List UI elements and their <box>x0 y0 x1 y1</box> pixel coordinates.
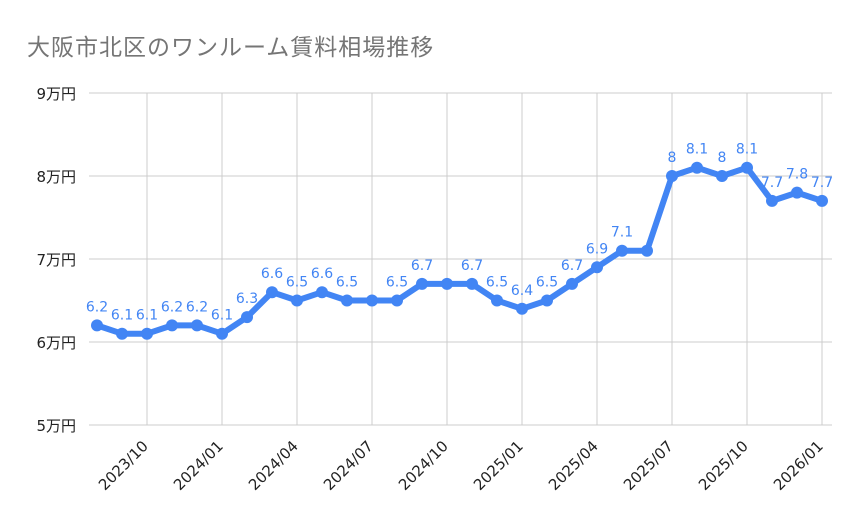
data-label: 6.2 <box>161 299 183 315</box>
data-point <box>791 186 803 199</box>
data-point <box>166 319 178 332</box>
data-point <box>191 319 203 332</box>
data-point <box>766 194 778 207</box>
data-point <box>691 161 703 174</box>
data-point <box>416 277 428 290</box>
data-label: 8.1 <box>686 142 708 158</box>
data-point <box>291 294 303 307</box>
x-tick-label: 2026/01 <box>770 437 827 494</box>
data-label: 6.2 <box>186 299 208 315</box>
x-tick-label: 2023/10 <box>95 437 152 494</box>
data-label: 8.1 <box>736 142 758 158</box>
data-label: 6.7 <box>561 258 583 274</box>
data-label: 6.1 <box>111 308 133 324</box>
data-label: 6.5 <box>286 275 308 291</box>
data-point <box>591 261 603 274</box>
y-tick-label: 5万円 <box>36 417 76 435</box>
data-label: 6.6 <box>261 266 283 282</box>
data-label: 6.5 <box>336 275 358 291</box>
data-point <box>91 319 103 332</box>
data-point <box>666 170 678 182</box>
data-point <box>816 194 828 207</box>
data-label: 6.7 <box>461 258 483 274</box>
data-label: 8 <box>668 150 677 166</box>
data-label: 7.7 <box>811 175 833 191</box>
data-point <box>316 286 328 299</box>
data-point <box>391 294 403 307</box>
x-tick-label: 2025/10 <box>695 437 752 494</box>
chart-title: 大阪市北区のワンルーム賃料相場推移 <box>27 35 435 61</box>
data-label: 6.6 <box>311 266 333 282</box>
data-label: 6.5 <box>386 275 408 291</box>
x-tick-label: 2024/07 <box>320 437 377 494</box>
data-point <box>341 294 353 307</box>
data-point <box>741 161 753 174</box>
data-point <box>466 277 478 290</box>
data-label: 6.1 <box>136 308 158 324</box>
x-tick-label: 2025/07 <box>620 437 677 494</box>
data-label: 6.9 <box>586 241 608 257</box>
data-label: 6.5 <box>536 275 558 291</box>
series-line <box>91 161 828 340</box>
data-point <box>116 327 128 340</box>
data-label: 6.7 <box>411 258 433 274</box>
data-point <box>641 244 653 257</box>
x-tick-label: 2024/01 <box>170 437 227 494</box>
x-tick-label: 2025/04 <box>545 437 602 494</box>
data-point <box>216 327 228 340</box>
y-axis: 5万円 6万円 7万円 8万円 9万円 <box>36 85 76 435</box>
data-label: 8 <box>718 150 727 166</box>
data-label: 6.1 <box>211 308 233 324</box>
y-tick-label: 7万円 <box>36 251 76 269</box>
data-point <box>141 327 153 340</box>
data-label: 7.7 <box>761 175 783 191</box>
data-point <box>491 294 503 307</box>
x-tick-label: 2024/10 <box>395 437 452 494</box>
y-tick-label: 6万円 <box>36 334 76 352</box>
data-label: 6.5 <box>486 275 508 291</box>
data-point <box>441 277 453 290</box>
x-tick-label: 2025/01 <box>470 437 527 494</box>
data-label: 6.4 <box>511 283 533 299</box>
data-point <box>366 294 378 307</box>
data-point <box>266 286 278 299</box>
data-point <box>566 277 578 290</box>
x-axis: 2023/10 2024/01 2024/04 2024/07 2024/10 2025/… <box>95 437 827 494</box>
data-point <box>541 294 553 307</box>
data-label: 6.2 <box>86 299 108 315</box>
data-labels: 6.26.1 6.16.2 6.26.16.36.66.56.66.5 6.56.7 6… <box>86 142 833 324</box>
data-point <box>616 244 628 257</box>
data-point <box>716 170 728 182</box>
data-label: 6.3 <box>236 291 258 307</box>
data-label: 7.8 <box>786 167 808 183</box>
data-label: 7.1 <box>611 225 633 241</box>
gridlines <box>89 92 832 426</box>
y-tick-label: 8万円 <box>36 168 76 186</box>
data-point <box>516 302 528 315</box>
data-point <box>241 311 253 324</box>
y-tick-label: 9万円 <box>36 85 76 103</box>
x-tick-label: 2024/04 <box>245 437 302 494</box>
